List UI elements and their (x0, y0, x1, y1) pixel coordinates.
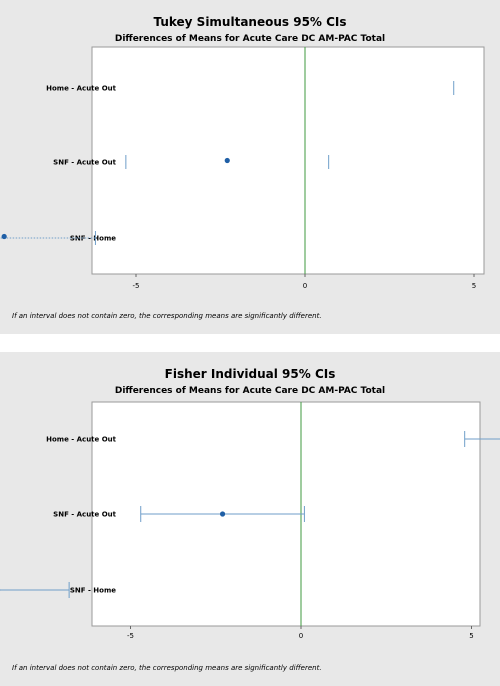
x-tick-label: -5 (133, 282, 140, 290)
x-tick-label: 5 (469, 632, 473, 640)
estimate-point (219, 511, 226, 517)
x-tick-label: -5 (127, 632, 134, 640)
category-label: Home - Acute Out (46, 85, 117, 93)
estimate-point (1, 233, 7, 240)
footnote: If an interval does not contain zero, th… (12, 664, 322, 672)
estimate-point (224, 157, 230, 164)
chart-title: Fisher Individual 95% CIs (165, 367, 336, 381)
chart-subtitle: Differences of Means for Acute Care DC A… (115, 34, 385, 44)
category-label: Home - Acute Out (46, 436, 117, 444)
tukey-chart: Tukey Simultaneous 95% CIs Differences of… (0, 15, 485, 320)
x-tick-label: 5 (472, 282, 476, 290)
chart-subtitle: Differences of Means for Acute Care DC A… (115, 386, 385, 396)
footnote: If an interval does not contain zero, th… (12, 312, 322, 320)
plot-area (91, 46, 485, 275)
x-tick-label: 0 (303, 282, 307, 290)
chart-title: Tukey Simultaneous 95% CIs (153, 15, 346, 29)
category-label: SNF - Acute Out (53, 159, 116, 167)
category-label: SNF - Home (70, 235, 116, 243)
category-label: SNF - Acute Out (53, 511, 116, 519)
fisher-chart: Fisher Individual 95% CIs Differences of … (0, 367, 500, 672)
category-label: SNF - Home (70, 587, 116, 595)
fisher-chart-panel: Fisher Individual 95% CIs Differences of … (0, 352, 500, 686)
x-tick-label: 0 (299, 632, 303, 640)
tukey-chart-panel: Tukey Simultaneous 95% CIs Differences of… (0, 0, 500, 334)
